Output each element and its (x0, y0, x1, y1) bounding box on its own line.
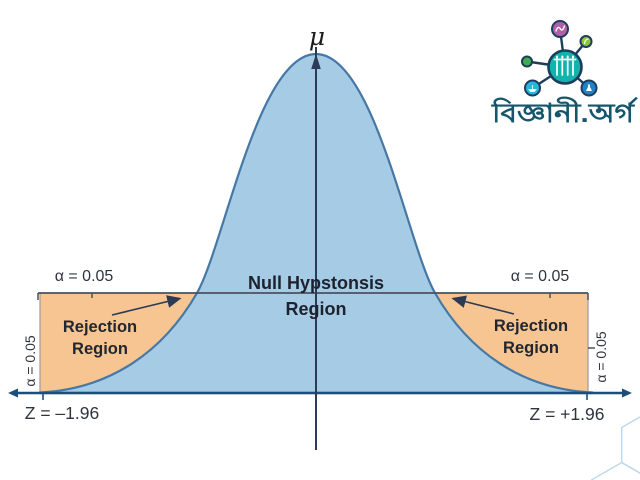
mu-label: μ (309, 22, 325, 51)
rejection-left-label-line1: Rejection (63, 318, 137, 336)
null-region-label-line2: Region (286, 299, 347, 319)
horizontal-axis (16, 391, 624, 400)
z-critical-left-label: Z = –1.96 (25, 403, 99, 423)
rejection-left-label-line2: Region (72, 340, 128, 358)
boat-icon (528, 85, 537, 92)
rejection-right-label-line1: Rejection (494, 317, 568, 335)
site-logo: বিজ্ঞানী.অর্গ (491, 20, 639, 128)
rejection-right-label-line2: Region (503, 339, 559, 357)
axis-arrow-right-icon (622, 388, 632, 398)
flask-icon (586, 84, 592, 91)
critical-value-line (37, 292, 595, 349)
null-region-label-line1: Null Hypstonsis (248, 273, 384, 293)
logo-node-cell (521, 55, 533, 68)
alpha-label-side-left: α = 0.05 (22, 335, 38, 387)
axis-arrow-left-icon (8, 388, 18, 398)
axis-arrow-up-icon (311, 54, 321, 69)
alpha-label-side-right: α = 0.05 (593, 331, 609, 383)
rejection-left-arrow (111, 295, 182, 316)
logo-wordmark: বিজ্ঞানী.অর্গ (491, 96, 639, 128)
test-tube-rack-icon (553, 55, 577, 76)
alpha-label-top-left: α = 0.05 (55, 268, 114, 285)
hexagon-shape (621, 416, 640, 474)
logo-node-leaf (579, 35, 593, 48)
hexagon-pattern (590, 416, 640, 480)
z-critical-right-label: Z = +1.96 (530, 404, 605, 424)
rejection-right-arrow (451, 295, 515, 315)
alpha-label-top-right: α = 0.05 (511, 268, 570, 285)
leaf-icon (583, 38, 589, 45)
hexagon-shape (590, 461, 640, 480)
logo-hub (547, 49, 583, 85)
dna-icon (555, 25, 566, 32)
